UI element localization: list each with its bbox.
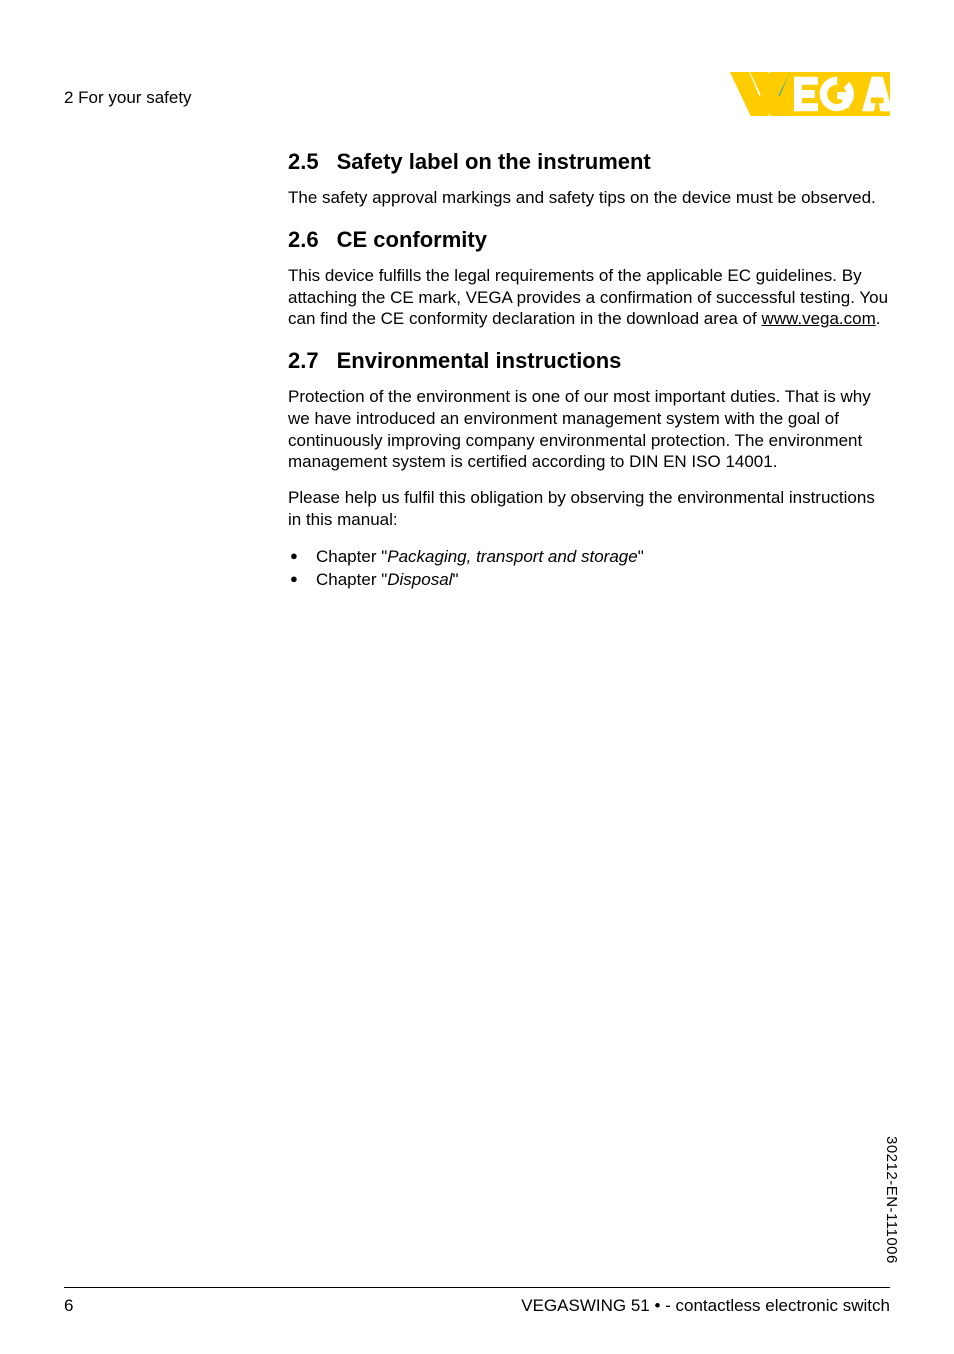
brand-logo — [730, 72, 890, 121]
paragraph-trailing: . — [876, 309, 881, 328]
bullet-pre: Chapter " — [316, 547, 387, 566]
bullet-post: " — [638, 547, 644, 566]
list-item: Chapter "Packaging, transport and storag… — [288, 545, 890, 569]
link-vega-site[interactable]: www.vega.com — [761, 309, 875, 328]
bullet-italic: Disposal — [387, 570, 452, 589]
section-2-7-paragraph-1: Protection of the environment is one of … — [288, 386, 890, 473]
footer-product-line: VEGASWING 51 • - contactless electronic … — [521, 1296, 890, 1316]
bullet-post: " — [452, 570, 458, 589]
section-number: 2.6 — [288, 227, 319, 252]
header-section-label: 2 For your safety — [64, 72, 192, 108]
bullet-italic: Packaging, transport and storage — [387, 547, 637, 566]
list-item: Chapter "Disposal" — [288, 568, 890, 592]
section-2-7-heading: 2.7 Environmental instructions — [288, 348, 890, 374]
section-2-6-heading: 2.6 CE conformity — [288, 227, 890, 253]
section-2-6-paragraph: This device fulfills the legal requireme… — [288, 265, 890, 330]
section-number: 2.7 — [288, 348, 319, 373]
footer-divider — [64, 1287, 890, 1288]
section-2-7-paragraph-2: Please help us fulfil this obligation by… — [288, 487, 890, 531]
section-title-text: Safety label on the instrument — [337, 149, 651, 174]
bullet-list: Chapter "Packaging, transport and storag… — [288, 545, 890, 593]
section-title-text: CE conformity — [337, 227, 487, 252]
bullet-pre: Chapter " — [316, 570, 387, 589]
section-2-5-heading: 2.5 Safety label on the instrument — [288, 149, 890, 175]
section-number: 2.5 — [288, 149, 319, 174]
page-number: 6 — [64, 1296, 73, 1316]
document-number: 30212-EN-111006 — [883, 1136, 900, 1264]
section-title-text: Environmental instructions — [337, 348, 622, 373]
section-2-5-paragraph: The safety approval markings and safety … — [288, 187, 890, 209]
